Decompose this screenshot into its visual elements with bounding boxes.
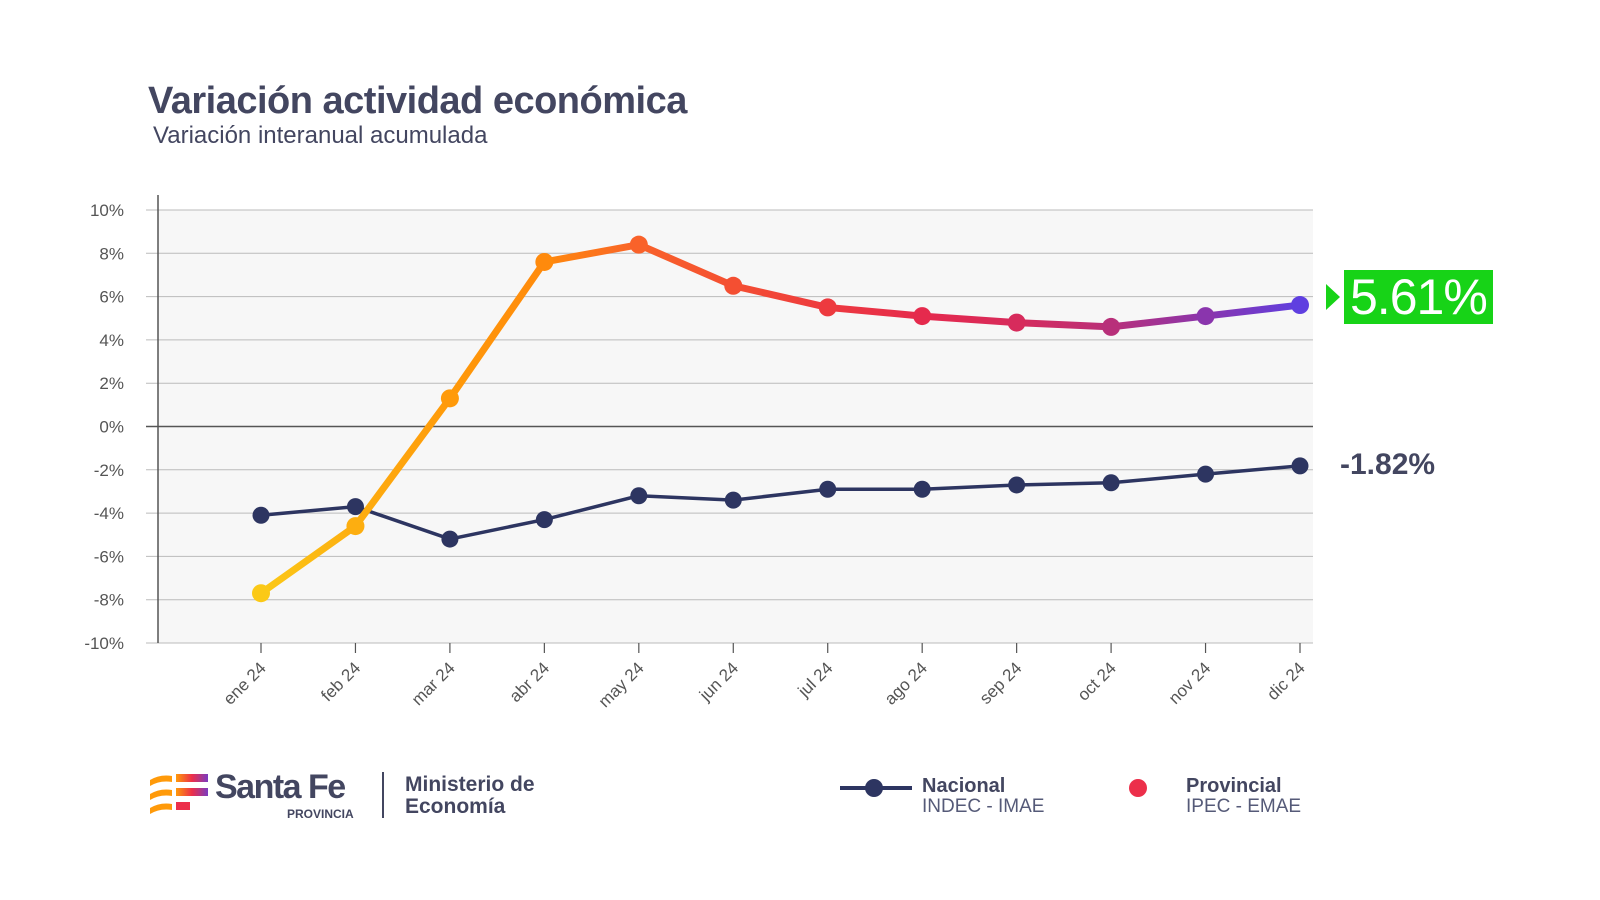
provincial-point bbox=[1102, 317, 1121, 336]
legend-nacional-marker-icon bbox=[840, 779, 912, 797]
provincial-end-label: 5.61% bbox=[1344, 270, 1493, 324]
provincial-line-segment bbox=[1202, 301, 1304, 320]
provincial-point bbox=[818, 298, 837, 317]
nacional-end-label: -1.82% bbox=[1340, 448, 1436, 481]
nacional-point bbox=[630, 487, 648, 505]
provincial-point bbox=[252, 584, 270, 603]
provincial-line-segment bbox=[824, 303, 926, 320]
y-tick-label: -2% bbox=[94, 461, 124, 480]
provincial-point bbox=[535, 252, 554, 271]
x-tick-label: sep 24 bbox=[976, 658, 1026, 708]
provincial-line-segment bbox=[635, 241, 737, 290]
nacional-point bbox=[1197, 465, 1215, 483]
chart-title: Variación actividad económica bbox=[148, 80, 687, 122]
legend-provincial-source: IPEC - EMAE bbox=[1186, 796, 1302, 817]
legend-provincial: Provincial IPEC - EMAE bbox=[1102, 776, 1301, 817]
provincial-line-segment bbox=[729, 282, 832, 311]
y-tick-label: 4% bbox=[99, 331, 124, 350]
legend-provincial-name: Provincial bbox=[1186, 775, 1282, 797]
nacional-line bbox=[260, 464, 1301, 541]
y-tick-label: 0% bbox=[99, 418, 124, 437]
provincial-point bbox=[346, 517, 365, 536]
nacional-point bbox=[346, 498, 364, 516]
provincial-point bbox=[913, 307, 932, 326]
provincial-point bbox=[440, 389, 459, 408]
provincial-point bbox=[724, 276, 743, 295]
divider bbox=[382, 772, 384, 818]
nacional-point bbox=[724, 491, 742, 509]
x-tick-label: feb 24 bbox=[317, 658, 364, 705]
y-tick-label: -4% bbox=[94, 504, 124, 523]
provincial-line-segment bbox=[257, 522, 359, 597]
legend-nacional-name: Nacional bbox=[922, 775, 1006, 797]
x-tick-label: jul 24 bbox=[794, 658, 837, 701]
x-tick-label: dic 24 bbox=[1263, 658, 1309, 704]
nacional-point bbox=[535, 511, 553, 529]
y-tick-label: -6% bbox=[94, 547, 124, 566]
provincial-line-segment bbox=[351, 394, 454, 530]
provincial-point bbox=[1007, 313, 1026, 332]
nacional-point bbox=[441, 530, 459, 548]
y-tick-label: 6% bbox=[99, 288, 124, 307]
x-tick-label: may 24 bbox=[595, 658, 648, 711]
brand-name: Santa Fe bbox=[215, 768, 346, 806]
x-tick-label: abr 24 bbox=[506, 658, 554, 706]
provincial-point bbox=[1196, 307, 1215, 326]
nacional-point bbox=[252, 506, 270, 524]
x-tick-label: ago 24 bbox=[881, 658, 931, 708]
legend-provincial-marker-icon bbox=[1104, 779, 1176, 797]
provincial-point bbox=[629, 235, 648, 254]
x-tick-label: jun 24 bbox=[695, 658, 742, 705]
x-tick-label: mar 24 bbox=[408, 658, 459, 709]
nacional-point bbox=[1102, 474, 1120, 492]
provincial-line-segment bbox=[446, 258, 548, 402]
provincial-line-segment bbox=[1013, 319, 1115, 331]
ministry-name: Ministerio de Economía bbox=[405, 773, 535, 818]
brand-subtitle: PROVINCIA bbox=[287, 807, 354, 821]
x-tick-label: nov 24 bbox=[1165, 658, 1215, 708]
nacional-point bbox=[1291, 457, 1309, 475]
nacional-point bbox=[819, 480, 837, 498]
x-tick-label: oct 24 bbox=[1074, 658, 1120, 704]
y-tick-label: -8% bbox=[94, 591, 124, 610]
legend-nacional: Nacional INDEC - IMAE bbox=[838, 776, 1044, 817]
chart-subtitle: Variación interanual acumulada bbox=[153, 122, 488, 149]
provincial-point bbox=[1291, 296, 1309, 315]
santa-fe-logo-icon bbox=[150, 774, 208, 814]
y-tick-label: -10% bbox=[84, 634, 124, 653]
provincial-line-segment bbox=[918, 312, 1021, 327]
nacional-point bbox=[1008, 476, 1026, 494]
y-tick-label: 8% bbox=[99, 244, 124, 263]
nacional-point bbox=[913, 480, 931, 498]
provincial-line-segment bbox=[540, 241, 643, 266]
legend-nacional-source: INDEC - IMAE bbox=[922, 796, 1045, 817]
provincial-line-segment bbox=[1107, 312, 1210, 331]
x-tick-label: ene 24 bbox=[220, 658, 270, 708]
y-tick-label: 10% bbox=[90, 201, 124, 220]
badge-arrow-icon bbox=[1326, 284, 1340, 310]
y-tick-label: 2% bbox=[99, 374, 124, 393]
